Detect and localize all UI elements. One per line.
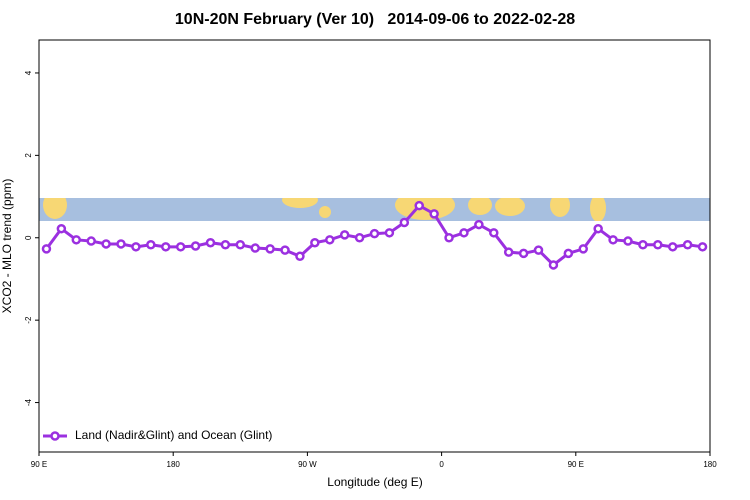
x-tick-label: 0 — [439, 460, 444, 469]
point — [265, 244, 275, 254]
point — [489, 228, 499, 238]
point — [280, 245, 290, 255]
point — [41, 244, 52, 254]
point — [310, 237, 320, 248]
point — [235, 240, 246, 250]
y-tick-label: 2 — [24, 153, 33, 158]
point — [384, 228, 395, 238]
point — [444, 233, 454, 243]
point — [369, 228, 380, 239]
point — [503, 247, 514, 257]
point — [429, 209, 439, 219]
point — [697, 242, 708, 252]
point — [190, 241, 201, 251]
point — [354, 233, 365, 243]
point — [533, 245, 544, 255]
point — [608, 235, 618, 245]
point — [116, 239, 126, 249]
legend-marker — [50, 431, 60, 441]
x-tick-label: 90 E — [31, 460, 47, 469]
point — [414, 200, 424, 211]
point — [295, 251, 305, 262]
point — [339, 230, 350, 240]
point — [250, 243, 260, 253]
point — [548, 260, 559, 270]
plot-frame — [38, 39, 711, 453]
y-axis-label: XCO2 - MLO trend (ppm) — [0, 179, 14, 314]
point — [667, 242, 678, 252]
point — [563, 248, 574, 259]
point — [86, 236, 96, 246]
point — [160, 242, 171, 252]
x-tick-label: 90 E — [568, 460, 584, 469]
point — [205, 237, 216, 248]
point — [593, 223, 603, 234]
point — [146, 240, 156, 250]
y-tick-label: 0 — [24, 235, 33, 240]
point — [682, 240, 693, 250]
point — [325, 235, 335, 245]
point — [175, 242, 186, 252]
y-tick-label: -2 — [24, 316, 33, 324]
point — [518, 248, 529, 259]
x-tick-label: 180 — [703, 460, 717, 469]
map-strip — [39, 198, 710, 221]
point — [578, 244, 589, 254]
x-axis-label: Longitude (deg E) — [327, 475, 422, 489]
x-tick-label: 180 — [167, 460, 181, 469]
point — [459, 228, 469, 238]
x-tick-label: 90 W — [298, 460, 317, 469]
point — [653, 240, 663, 250]
point — [638, 240, 648, 250]
point — [131, 242, 141, 252]
point — [56, 223, 67, 234]
y-tick-label: -4 — [24, 398, 33, 406]
y-tick-label: 4 — [24, 70, 33, 75]
point — [399, 217, 410, 228]
point — [71, 235, 82, 245]
point — [220, 240, 231, 250]
legend-label: Land (Nadir&Glint) and Ocean (Glint) — [75, 428, 272, 442]
point — [474, 219, 484, 230]
chart-title: 10N-20N February (Ver 10) 2014-09-06 to … — [175, 11, 575, 28]
point — [623, 236, 633, 246]
point — [101, 239, 111, 249]
